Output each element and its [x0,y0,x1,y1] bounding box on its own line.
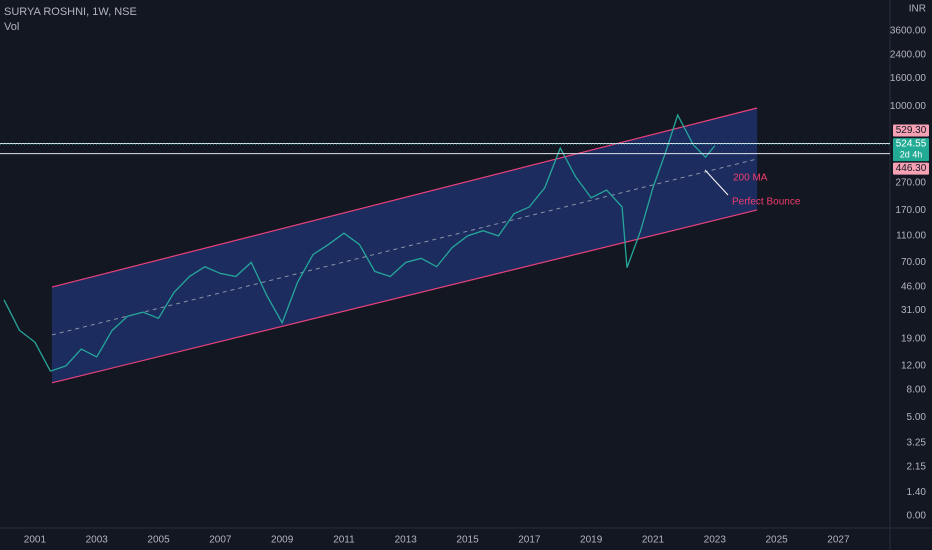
currency: INR [909,4,926,15]
y-tick-label: 70.00 [901,257,926,268]
y-tick-label: 170.00 [895,205,926,216]
y-tick-label: 3600.00 [890,26,927,37]
plot: 2001 2003 2005 2007 2009 2011 2013 2015 2017 2019… [0,26,929,546]
x-tick-label: 2001 [24,535,47,546]
channel-line [51,209,758,384]
y-tick-label: 1000.00 [890,101,927,112]
channel-line [51,107,758,288]
channel-midline [51,158,758,336]
x-tick-label: 2027 [827,535,850,546]
annotation: Perfect Bounce [732,197,801,208]
chart-subtitle: Vol [4,21,19,33]
y-tick-label: 5.00 [907,412,927,423]
y-tick-label: 2400.00 [890,49,927,60]
x-tick-label: 2013 [395,535,418,546]
y-tick-label: 46.00 [901,282,926,293]
chart-title: SURYA ROSHNI, 1W, NSE [4,6,137,18]
x-tick-label: 2003 [86,535,109,546]
x-tick-label: 2019 [580,535,603,546]
y-tick-label: 2.15 [907,462,927,473]
x-tick-label: 2025 [765,535,788,546]
x-tick-label: 2005 [147,535,170,546]
x-tick-label: 2023 [704,535,727,546]
x-tick-label: 2015 [456,535,479,546]
annotation: 200 MA [733,173,768,184]
x-tick-label: 2011 [333,535,355,546]
y-tick-label: 1.40 [907,487,927,498]
volume-tick-label: 0.00 [907,511,927,522]
price-level-label: 529.30 [896,125,927,136]
last-price-label: 524.55 [896,139,927,150]
last-price-tag [893,138,929,162]
y-tick-label: 110.00 [896,230,926,241]
countdown-label: 2d 4h [900,149,923,159]
price-level-tag [893,162,929,175]
y-tick-label: 8.00 [907,384,927,395]
x-tick-label: 2021 [642,535,665,546]
annotation-arrow [704,169,729,196]
price-line [3,113,716,372]
channel-fill [51,107,758,383]
price-level-label: 446.30 [896,163,927,174]
y-tick-label: 1600.00 [890,73,927,84]
price-level-tag [893,124,929,137]
x-tick-label: 2017 [518,535,541,546]
y-tick-label: 12.00 [901,361,926,372]
y-tick-label: 31.00 [901,305,926,316]
x-tick-label: 2007 [209,535,232,546]
y-tick-label: 270.00 [895,178,926,189]
y-tick-label: 3.25 [907,437,927,448]
y-tick-label: 19.00 [901,334,926,345]
x-tick-label: 2009 [271,535,294,546]
